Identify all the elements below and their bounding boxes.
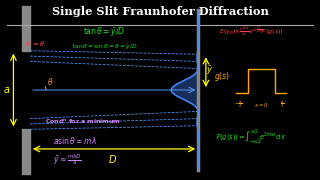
Text: $\tan\theta \approx \sin\theta \approx\theta \approx \bar{y}/D$: $\tan\theta \approx \sin\theta \approx\t… (72, 42, 137, 52)
Text: D: D (108, 155, 116, 165)
Text: a: a (3, 85, 9, 95)
Text: $E(y_0)\!\propto\!\frac{e^{ikd}}{d}e^{ik\frac{y_0^2}{2d}}\mathcal{F}(g(s))$: $E(y_0)\!\propto\!\frac{e^{ikd}}{d}e^{ik… (219, 24, 284, 38)
Text: $\frac{a}{2}$: $\frac{a}{2}$ (281, 100, 285, 111)
Text: Single Slit Fraunhofer Diffraction: Single Slit Fraunhofer Diffraction (52, 6, 268, 17)
Text: $x{=}0$: $x{=}0$ (254, 101, 268, 109)
Text: $a\sin\theta = m\lambda$: $a\sin\theta = m\lambda$ (53, 134, 97, 145)
Text: $\bar{y}$: $\bar{y}$ (206, 64, 214, 77)
Text: $\mathcal{F}(g(s))=\!\int_{-a/2}^{a/2}\!e^{2\pi isx}dx$: $\mathcal{F}(g(s))=\!\int_{-a/2}^{a/2}\!… (215, 127, 286, 146)
Text: $\tan\theta = \bar{y}/D$: $\tan\theta = \bar{y}/D$ (83, 24, 125, 38)
Text: $\bar{y} \approx \frac{m\lambda D}{a}$: $\bar{y} \approx \frac{m\lambda D}{a}$ (53, 152, 82, 167)
Text: $\theta$: $\theta$ (47, 76, 54, 87)
Text: $\theta'=\theta$: $\theta'=\theta$ (25, 39, 45, 49)
Text: $g(s)$: $g(s)$ (214, 70, 230, 83)
Text: $-\frac{a}{2}$: $-\frac{a}{2}$ (234, 100, 243, 111)
Text: $\mathbf{Cond^n\ for\ a\ minimum}$: $\mathbf{Cond^n\ for\ a\ minimum}$ (45, 118, 121, 126)
